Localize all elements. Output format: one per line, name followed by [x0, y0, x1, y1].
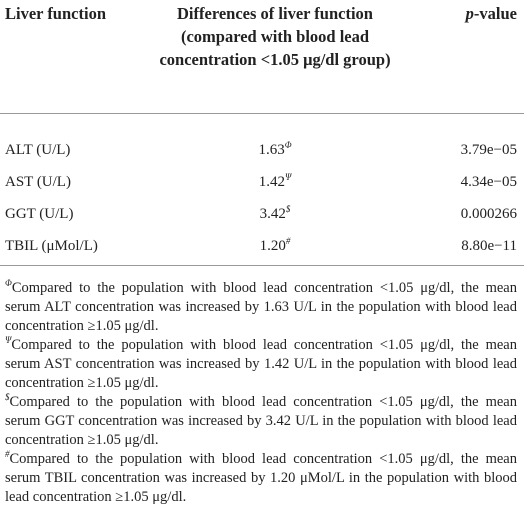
row-value: 1.20#	[240, 236, 310, 256]
value-text: 1.42	[258, 174, 285, 190]
footnote-mark: Ψ	[5, 335, 12, 346]
column-header: p-value	[466, 2, 517, 25]
footnote-text: Compared to the population with blood le…	[5, 394, 517, 448]
row-label: GGT (U/L)	[5, 206, 74, 222]
footnote-text: Compared to the population with blood le…	[5, 280, 517, 334]
row-label: ALT (U/L)	[5, 142, 71, 158]
row-value: 1.42Ψ	[240, 172, 310, 192]
footnote-mark: $	[5, 392, 10, 403]
value-mark: Φ	[284, 140, 292, 150]
row-p-value: 0.000266	[460, 206, 517, 222]
value-text: 1.63	[258, 142, 285, 158]
header-rule	[0, 113, 524, 114]
value-mark: #	[285, 236, 291, 246]
footnote-mark: #	[5, 449, 10, 460]
row-value: 3.42$	[240, 204, 310, 224]
value-mark: Ψ	[284, 172, 292, 182]
header-italic: p	[465, 4, 474, 23]
value-text: 3.42	[259, 206, 286, 222]
footnote-mark: Φ	[5, 278, 12, 289]
value-text: 1.20	[259, 238, 286, 254]
footnote: $Compared to the population with blood l…	[5, 393, 517, 450]
value-mark: $	[285, 204, 291, 214]
footnote: ΨCompared to the population with blood l…	[5, 336, 517, 393]
footnote: ΦCompared to the population with blood l…	[5, 279, 517, 336]
row-p-value: 8.80e−11	[461, 238, 517, 254]
row-value: 1.63Φ	[240, 140, 310, 160]
footnote-text: Compared to the population with blood le…	[5, 451, 517, 505]
row-label: TBIL (μMol/L)	[5, 238, 98, 254]
row-p-value: 4.34e−05	[460, 174, 517, 190]
column-header: Liver function	[5, 4, 106, 23]
row-label: AST (U/L)	[5, 174, 71, 190]
header-text: -value	[473, 4, 517, 23]
footnote: #Compared to the population with blood l…	[5, 450, 517, 507]
footnote-text: Compared to the population with blood le…	[5, 337, 517, 391]
row-p-value: 3.79e−05	[460, 142, 517, 158]
column-header: Differences of liver function (compared …	[159, 4, 391, 69]
bottom-rule	[0, 265, 524, 266]
